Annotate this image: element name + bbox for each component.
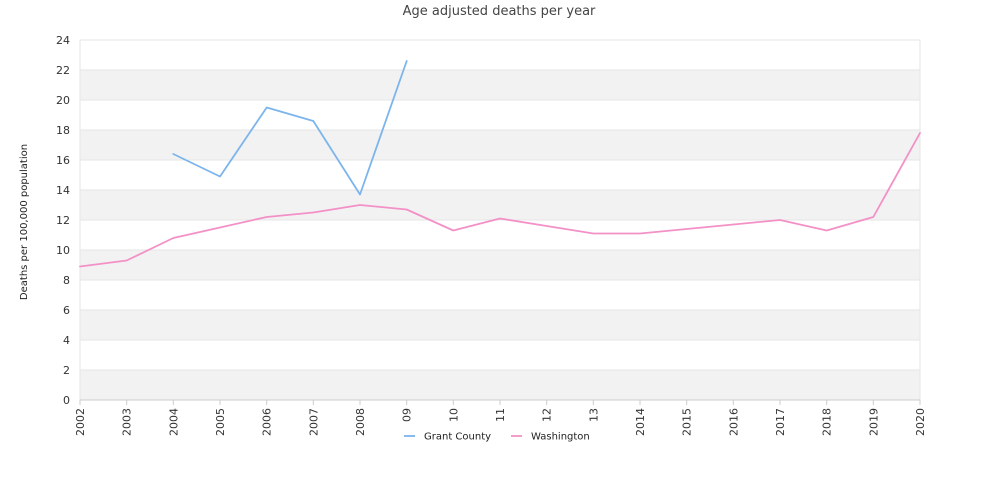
legend-label: Washington [531,432,590,443]
x-tick-label: 2005 [214,408,227,436]
plot-bands [80,70,920,400]
y-tick-label: 10 [56,244,70,257]
x-tick-label: 2019 [867,408,880,436]
y-tick-label: 16 [56,154,70,167]
y-tick-label: 20 [56,94,70,107]
x-tick-label: 2006 [261,408,274,436]
x-tick-label: 2004 [167,408,180,436]
plot-band [80,130,920,160]
x-axis: 2002 2003 2004 2005 2006 2007 2008 09 10 11 12 13 20… [74,400,927,436]
x-tick-label: 2015 [681,408,694,436]
plot-band [80,70,920,100]
gridlines [80,39,920,401]
series-line-2 [79,132,921,268]
y-tick-label: 18 [56,124,70,137]
y-tick-label: 0 [63,394,70,407]
plot-band [80,190,920,220]
series-layer [79,60,921,268]
y-tick-label: 6 [63,304,70,317]
legend: Grant County Washington [404,432,590,443]
y-tick-label: 8 [63,274,70,287]
y-tick-label: 14 [56,184,70,197]
plot-band [80,310,920,340]
x-tick-label: 12 [541,408,554,422]
x-tick-label: 09 [401,408,414,422]
y-tick-label: 12 [56,214,70,227]
y-tick-label: 4 [63,334,70,347]
x-tick-label: 13 [587,408,600,422]
x-tick-label: 2014 [634,408,647,436]
x-tick-label: 11 [494,408,507,422]
y-axis-title: Deaths per 100,000 population [19,144,30,300]
x-tick-label: 2007 [307,408,320,436]
x-tick-label: 2016 [727,408,740,436]
x-tick-label: 2003 [121,408,134,436]
y-tick-label: 22 [56,64,70,77]
x-tick-label: 2002 [74,408,87,436]
x-tick-label: 2008 [354,408,367,436]
x-tick-label: 10 [447,408,460,422]
y-tick-label: 24 [56,34,70,47]
plot-band [80,370,920,400]
x-tick-label: 2020 [914,408,927,436]
x-tick-label: 2017 [774,408,787,436]
y-tick-label: 2 [63,364,70,377]
series-line-1 [172,60,408,196]
legend-label: Grant County [424,432,491,443]
x-tick-label: 2018 [821,408,834,436]
plot-band [80,250,920,280]
chart-title: Age adjusted deaths per year [403,4,596,19]
